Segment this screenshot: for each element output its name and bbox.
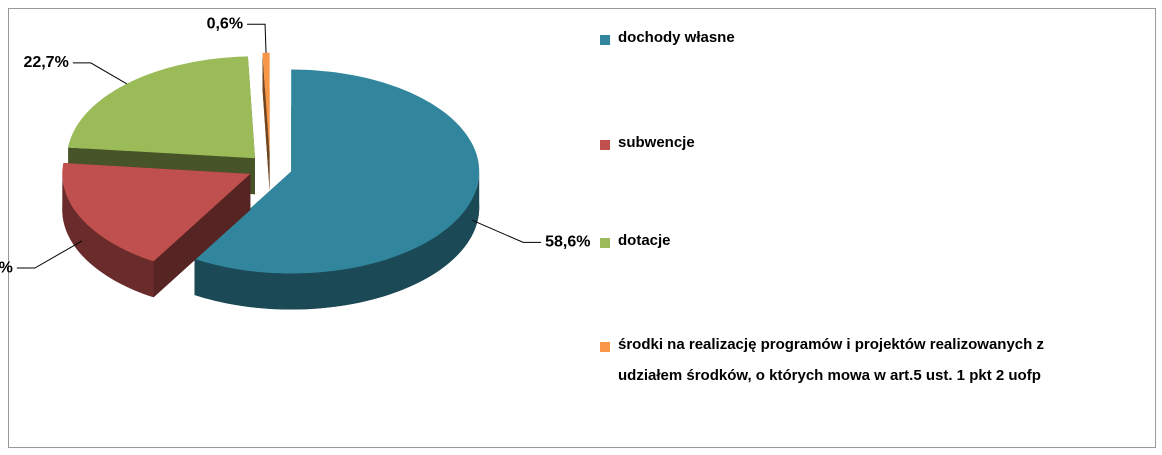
slice-top <box>262 52 270 155</box>
legend-label: dochody własne <box>618 29 735 46</box>
slice-top <box>194 69 480 274</box>
slice-top <box>68 56 255 159</box>
data-label: 22,7% <box>23 54 68 71</box>
data-label: 58,6% <box>545 234 590 251</box>
legend-item: subwencje <box>600 134 1108 158</box>
legend-label: subwencje <box>618 134 695 151</box>
slice-top <box>62 163 251 262</box>
legend-swatch <box>600 238 610 248</box>
slice-side <box>194 171 480 310</box>
legend-item: dotacje <box>600 232 1108 256</box>
legend-swatch <box>600 35 610 45</box>
slice-cut <box>262 52 270 191</box>
chart: 58,6% 18,1% 22,7% 0,6% <box>0 15 590 310</box>
leader-line <box>247 23 267 53</box>
legend-swatch <box>600 342 610 352</box>
pie-slice <box>194 69 480 310</box>
slice-side <box>62 173 154 298</box>
legend-label: środki na realizację programów i projekt… <box>618 336 1044 384</box>
data-label: 0,6% <box>207 15 243 32</box>
legend-label: dotacje <box>618 232 671 249</box>
legend-item: dochody własne <box>600 29 1108 53</box>
legend-item: środki na realizację programów i projekt… <box>600 336 1108 391</box>
leader-line <box>16 240 83 269</box>
pie-slice <box>62 163 251 298</box>
leader-line <box>472 219 542 243</box>
legend-swatch <box>600 140 610 150</box>
leader-line <box>72 62 127 85</box>
chart-frame <box>8 8 1156 448</box>
data-label: 18,1% <box>0 259 13 276</box>
pie-slice <box>262 52 270 191</box>
